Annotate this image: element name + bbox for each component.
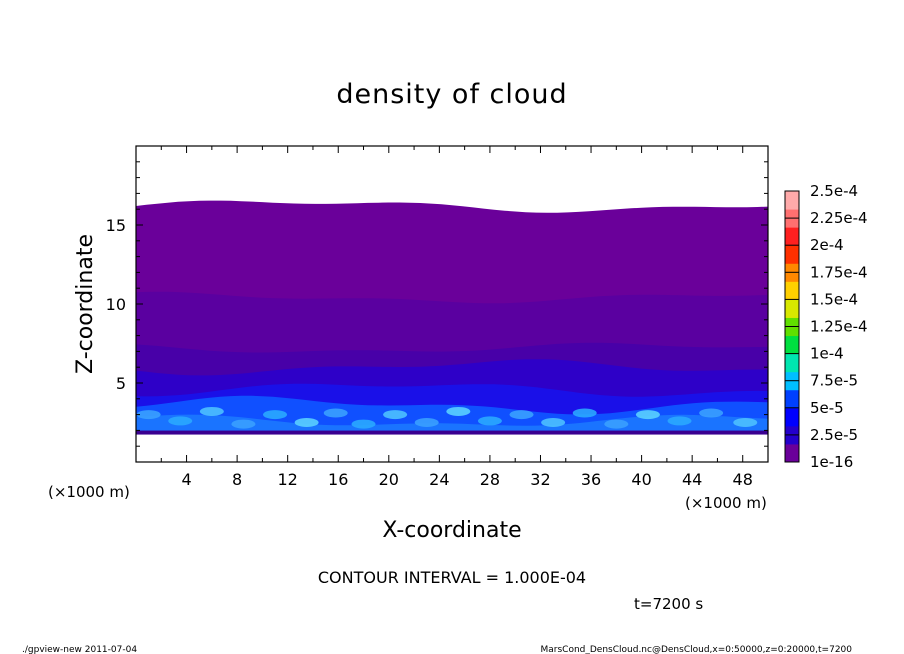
y-tick-label: 5 [116,374,126,393]
x-tick-label: 28 [480,470,500,489]
y-axis-unit: (×1000 m) [685,494,767,512]
colorbar-label: 2.5e-5 [810,426,858,444]
contour-interval: CONTOUR INTERVAL = 1.000E-04 [318,568,586,587]
colorbar-label: 2.5e-4 [810,182,858,200]
density-cell [168,416,193,426]
density-cell [414,418,439,427]
x-tick-label: 24 [429,470,449,489]
density-cell [446,406,471,416]
y-tick-label: 15 [106,216,126,235]
density-cell [263,410,288,420]
x-tick-label: 40 [631,470,651,489]
colorbar-label: 1e-4 [810,345,844,363]
density-cell [733,418,758,427]
density-cell [199,406,224,416]
colorbar-label: 1.25e-4 [810,318,868,336]
density-cell [572,408,597,418]
density-cell [351,419,376,429]
density-cells [136,406,768,435]
density-cell [509,410,534,420]
density-layers [136,200,768,434]
footer-left: ./gpview-new 2011-07-04 [22,645,137,654]
x-tick-label: 36 [581,470,601,489]
x-tick-label: 48 [733,470,753,489]
x-tick-label: 32 [530,470,550,489]
density-cell [294,418,319,427]
y-axis-label: Z-coordinate [73,234,98,374]
density-cell [699,408,724,418]
density-cell [383,410,408,420]
density-cell [541,418,566,427]
x-axis-label: X-coordinate [382,518,521,543]
chart-title: density of cloud [336,79,567,110]
x-axis-unit: (×1000 m) [48,483,130,501]
density-cell [667,416,692,426]
x-tick-label: 8 [232,470,242,489]
cloud-base-band [136,430,768,435]
colorbar-swatch [785,281,799,300]
x-tick-label: 4 [181,470,191,489]
density-cell [231,419,256,429]
colorbar-swatch [785,353,799,373]
time-label: t=7200 s [634,595,703,613]
colorbar-label: 2e-4 [810,236,844,254]
colorbar-label: 1e-16 [810,453,853,471]
colorbar-label: 7.5e-5 [810,372,858,390]
x-tick-label: 12 [278,470,298,489]
density-cell [635,410,660,420]
density-cell [477,416,502,426]
colorbar-label: 1.75e-4 [810,263,868,281]
x-tick-label: 20 [379,470,399,489]
colorbar-swatch [785,245,799,264]
colorbar-label: 5e-5 [810,399,844,417]
x-tick-label: 44 [682,470,702,489]
x-axis-ticks: 4 8 12 16 20 24 28 32 36 40 44 48 [160,146,753,489]
colorbar-swatch [785,227,799,246]
x-tick-label: 16 [328,470,348,489]
y-axis-ticks: 5 10 15 [106,161,768,447]
colorbar-label: 2.25e-4 [810,209,868,227]
colorbar-label: 1.5e-4 [810,290,858,308]
colorbar-swatch [785,389,799,409]
y-tick-label: 10 [106,295,126,314]
colorbar-swatch [785,443,799,463]
colorbar-swatch [785,191,799,210]
density-cell [604,419,629,429]
colorbar-swatch [785,407,799,427]
colorbar: 1e-16 2.5e-5 5e-5 7.5e-5 1e-4 1.25e-4 1.5e-4 1.… [784,182,868,471]
density-cell [323,408,348,418]
colorbar-swatch [785,335,799,355]
density-cell [136,410,161,420]
footer-right: MarsCond_DensCloud.nc@DensCloud,x=0:5000… [541,645,853,654]
density-layer-6 [136,414,768,434]
colorbar-swatch [785,299,799,318]
